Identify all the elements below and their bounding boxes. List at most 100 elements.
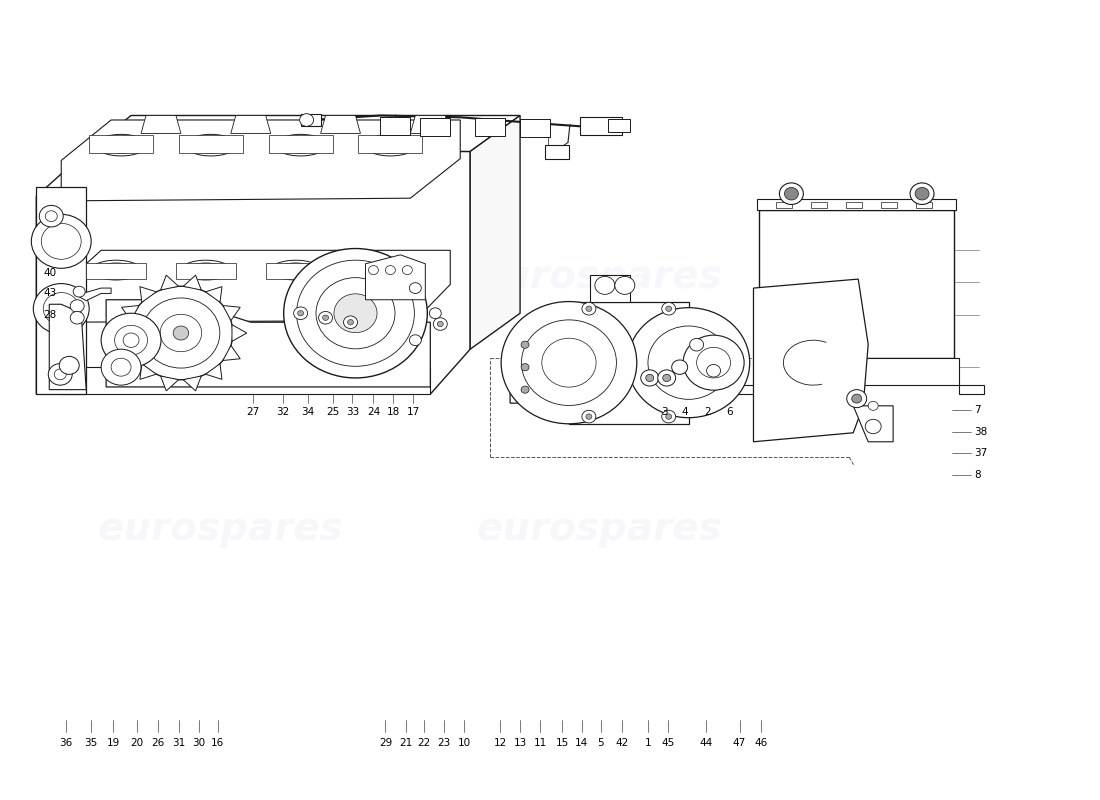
Polygon shape (410, 115, 450, 134)
Circle shape (615, 276, 635, 294)
Text: 34: 34 (301, 407, 315, 417)
Text: 36: 36 (59, 738, 73, 748)
Circle shape (299, 114, 314, 126)
Circle shape (70, 300, 85, 312)
Polygon shape (140, 364, 156, 379)
Polygon shape (959, 385, 983, 394)
Polygon shape (510, 318, 560, 403)
Text: 11: 11 (534, 738, 547, 748)
Text: 31: 31 (173, 738, 186, 748)
Text: eurospares: eurospares (477, 510, 723, 548)
Polygon shape (62, 250, 450, 322)
Bar (179, 135, 243, 154)
Polygon shape (122, 306, 139, 321)
Bar (359, 135, 422, 154)
Bar (759, 210, 954, 358)
Bar (544, 145, 569, 158)
Circle shape (517, 382, 534, 397)
Circle shape (319, 311, 332, 324)
Text: 20: 20 (131, 738, 144, 748)
Circle shape (658, 370, 675, 386)
Polygon shape (754, 279, 868, 442)
Circle shape (74, 286, 85, 297)
Text: 12: 12 (494, 738, 507, 748)
Text: 33: 33 (345, 407, 359, 417)
Circle shape (129, 286, 233, 380)
Circle shape (534, 324, 546, 335)
Text: 6: 6 (726, 407, 733, 417)
Circle shape (101, 314, 161, 367)
Bar (176, 263, 235, 279)
Circle shape (696, 347, 730, 378)
Circle shape (780, 183, 803, 205)
Text: 24: 24 (366, 407, 381, 417)
Circle shape (54, 369, 66, 380)
Polygon shape (122, 346, 139, 361)
Text: 19: 19 (107, 738, 120, 748)
Bar (86, 263, 146, 279)
Text: 28: 28 (43, 310, 56, 320)
Circle shape (672, 360, 688, 374)
Bar (608, 119, 630, 132)
Circle shape (666, 306, 672, 311)
Polygon shape (232, 325, 246, 342)
Ellipse shape (275, 134, 327, 156)
Ellipse shape (91, 260, 141, 280)
Bar (266, 263, 326, 279)
Circle shape (48, 363, 73, 385)
Polygon shape (76, 288, 111, 301)
Circle shape (348, 319, 353, 325)
Polygon shape (300, 114, 320, 126)
Polygon shape (161, 275, 178, 290)
Polygon shape (62, 367, 430, 394)
Text: 21: 21 (399, 738, 412, 748)
Text: 25: 25 (326, 407, 339, 417)
Circle shape (59, 356, 79, 374)
Circle shape (502, 302, 637, 424)
Polygon shape (223, 306, 240, 321)
Circle shape (915, 187, 930, 200)
Ellipse shape (191, 137, 231, 154)
Circle shape (33, 283, 89, 334)
Bar (758, 199, 956, 210)
Ellipse shape (97, 263, 135, 278)
Text: 22: 22 (418, 738, 431, 748)
Text: 40: 40 (43, 268, 56, 278)
Circle shape (690, 338, 704, 351)
Bar (777, 202, 792, 208)
Ellipse shape (187, 263, 224, 278)
Circle shape (521, 341, 529, 348)
Circle shape (582, 410, 596, 423)
Polygon shape (320, 115, 361, 134)
Text: 13: 13 (514, 738, 527, 748)
Text: 8: 8 (974, 470, 980, 480)
Text: 43: 43 (43, 289, 56, 298)
Circle shape (847, 390, 867, 408)
Circle shape (517, 338, 534, 352)
Bar (520, 118, 550, 137)
Polygon shape (365, 255, 426, 300)
Text: 47: 47 (733, 738, 746, 748)
Circle shape (438, 322, 443, 326)
Circle shape (42, 223, 81, 259)
Text: eurospares: eurospares (98, 258, 343, 296)
Text: 15: 15 (556, 738, 569, 748)
Circle shape (868, 402, 878, 410)
Circle shape (316, 278, 395, 349)
Circle shape (409, 335, 421, 346)
Text: 26: 26 (152, 738, 165, 748)
Ellipse shape (185, 134, 236, 156)
Circle shape (595, 276, 615, 294)
Text: 16: 16 (211, 738, 224, 748)
Circle shape (385, 266, 395, 274)
Circle shape (666, 414, 672, 419)
Polygon shape (36, 151, 470, 394)
Circle shape (433, 318, 448, 330)
Circle shape (173, 326, 189, 340)
Ellipse shape (101, 137, 141, 154)
Circle shape (114, 326, 147, 355)
Circle shape (517, 360, 534, 374)
Circle shape (662, 302, 675, 315)
Circle shape (706, 365, 721, 377)
Polygon shape (580, 118, 622, 135)
